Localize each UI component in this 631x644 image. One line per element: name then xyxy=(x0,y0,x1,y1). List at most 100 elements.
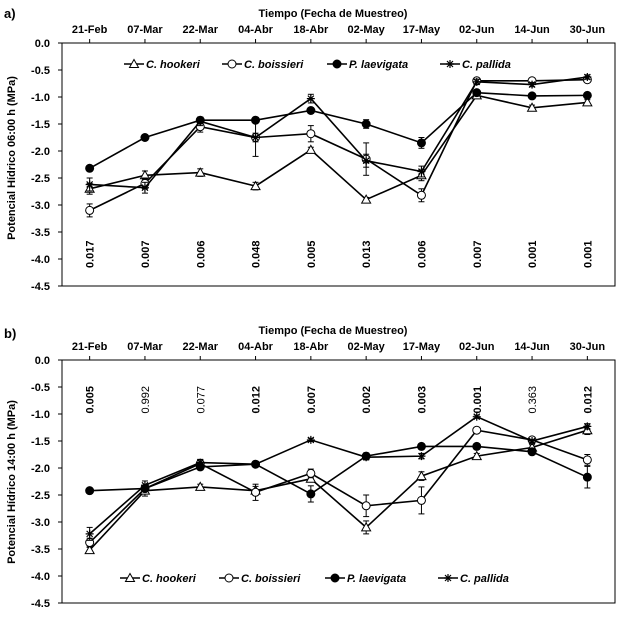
p-value-label: 0.002 xyxy=(361,386,373,414)
y-tick-label: 0.0 xyxy=(35,355,50,367)
data-point xyxy=(582,472,592,482)
panel-a-plot-frame xyxy=(61,42,616,287)
data-point xyxy=(583,73,592,82)
data-point xyxy=(362,156,371,165)
panel-b-y-axis: 0.0 -0.5 -1.0 -1.5 -2.0 -2.5 -3.0 -3.5 -4.0 -4.5 xyxy=(31,355,62,610)
series-line xyxy=(89,94,588,201)
data-point xyxy=(305,144,317,154)
x-tick-label: 18-Abr xyxy=(293,341,329,353)
data-point xyxy=(306,468,316,478)
x-tick-label: 04-Abr xyxy=(238,341,274,353)
panel-b-series xyxy=(84,412,593,555)
panel-a-label: a) xyxy=(4,6,16,21)
data-point xyxy=(583,422,592,431)
p-value-label: 0.006 xyxy=(416,240,428,268)
y-tick-label: -1.0 xyxy=(31,92,50,104)
y-tick-label: -4.5 xyxy=(31,598,50,610)
data-point xyxy=(527,447,537,457)
panel-b-title: Tiempo (Fecha de Muestreo) xyxy=(259,325,408,337)
p-value-label: 0.077 xyxy=(195,386,207,414)
series-line xyxy=(89,429,588,544)
data-point xyxy=(528,437,537,445)
series-p-laevigata xyxy=(85,441,592,503)
x-tick-label: 30-Jun xyxy=(570,24,606,36)
y-tick-label: -2.0 xyxy=(31,146,50,158)
x-tick-label: 02-Jun xyxy=(459,341,495,353)
x-tick-label: 17-May xyxy=(403,24,441,36)
p-value-label: 0.006 xyxy=(195,240,207,268)
panel-b-plot-frame xyxy=(61,359,616,604)
legend-marker xyxy=(124,572,136,582)
y-tick-label: -1.0 xyxy=(31,409,50,421)
legend-marker xyxy=(227,59,237,69)
p-value-label: 0.001 xyxy=(582,240,594,268)
p-value-label: 0.001 xyxy=(472,386,484,414)
p-value-label: 0.007 xyxy=(306,386,318,414)
data-point xyxy=(471,450,483,461)
data-point xyxy=(528,80,537,89)
data-point xyxy=(306,435,315,444)
data-point xyxy=(582,90,592,100)
legend-item-c-pallida: C. pallida xyxy=(438,573,509,585)
data-point xyxy=(582,455,592,465)
x-tick-label: 07-Mar xyxy=(127,341,163,353)
legend-label: C. boissieri xyxy=(241,573,301,585)
panel-b-ylabel: Potencial Hídrico 14:00 h (MPa) xyxy=(6,400,18,564)
legend-marker xyxy=(128,58,140,68)
legend-item-p-laevigata: P. laevigata xyxy=(327,59,408,71)
x-tick-label: 14-Jun xyxy=(514,341,550,353)
panel-a-ylabel: Potencial Hídrico 06:00 h (MPa) xyxy=(6,76,18,240)
y-tick-label: -2.0 xyxy=(31,463,50,475)
y-tick-label: -3.0 xyxy=(31,517,50,529)
p-value-label: 0.005 xyxy=(306,240,318,268)
data-point xyxy=(85,486,95,496)
y-tick-label: -2.5 xyxy=(31,490,50,502)
data-point xyxy=(417,167,426,176)
legend-marker xyxy=(444,574,452,582)
y-tick-label: -0.5 xyxy=(31,382,50,394)
legend-label: C. pallida xyxy=(462,59,511,71)
data-point xyxy=(472,88,482,98)
data-point xyxy=(417,452,426,461)
legend-item-c-hookeri: C. hookeri xyxy=(124,58,201,71)
panel-b-legend: C. hookeri C. boissieri P. laevigata C. pal… xyxy=(120,572,509,585)
x-tick-label: 22-Mar xyxy=(183,341,219,353)
data-point xyxy=(361,501,371,511)
data-point xyxy=(85,529,94,538)
p-value-label: 0.017 xyxy=(85,240,97,268)
series-line xyxy=(89,445,588,495)
data-point xyxy=(140,183,149,192)
data-point xyxy=(196,117,205,126)
panel-a-legend: C. hookeri C. boissieri P. laevigata C. pal… xyxy=(124,58,511,71)
data-point xyxy=(251,115,261,125)
data-point xyxy=(194,481,206,491)
x-tick-label: 22-Mar xyxy=(183,24,219,36)
panel-b-label: b) xyxy=(4,326,16,341)
p-value-label: 0.363 xyxy=(527,386,539,414)
series-c-boissieri xyxy=(85,75,592,218)
y-tick-label: -3.5 xyxy=(31,227,50,239)
x-tick-label: 21-Feb xyxy=(72,341,108,353)
series-line xyxy=(89,78,588,212)
data-point xyxy=(140,133,150,142)
y-tick-label: -3.5 xyxy=(31,544,50,556)
legend-marker xyxy=(224,573,234,583)
legend-marker xyxy=(332,59,342,69)
data-point xyxy=(306,129,316,139)
y-tick-label: -4.5 xyxy=(31,281,50,293)
legend-label: C. hookeri xyxy=(146,59,201,71)
p-value-label: 0.001 xyxy=(527,240,539,268)
x-tick-label: 21-Feb xyxy=(72,24,108,36)
data-point xyxy=(251,460,260,469)
data-point xyxy=(472,425,482,435)
series-c-boissieri xyxy=(85,425,592,548)
legend-item-c-hookeri: C. hookeri xyxy=(120,572,197,585)
data-point xyxy=(472,412,481,421)
data-point xyxy=(362,453,371,462)
y-tick-label: -0.5 xyxy=(31,65,50,77)
data-point xyxy=(416,495,426,505)
data-point xyxy=(194,167,206,177)
legend-marker xyxy=(330,573,340,583)
y-tick-label: -4.0 xyxy=(31,571,50,583)
data-point xyxy=(581,96,593,107)
